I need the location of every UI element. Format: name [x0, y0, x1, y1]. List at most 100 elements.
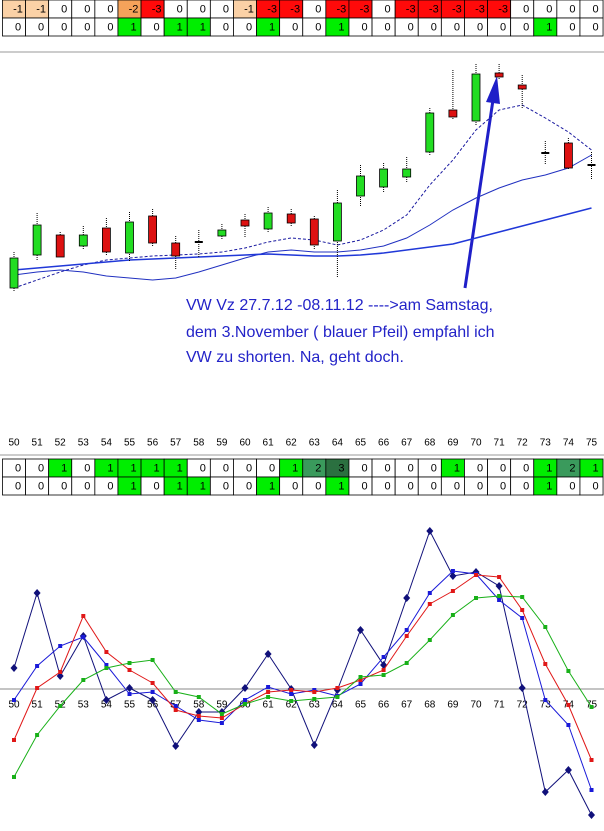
arrow	[463, 99, 495, 289]
cell-value: -3	[475, 3, 485, 15]
point	[196, 718, 201, 722]
cell-value: 1	[269, 21, 275, 33]
point	[358, 678, 363, 682]
candle-body	[171, 242, 181, 257]
point	[449, 572, 457, 580]
point	[127, 661, 132, 665]
x-tick-label: 68	[424, 700, 436, 711]
point	[497, 594, 502, 598]
cell-value: 1	[177, 480, 183, 492]
candle-body	[32, 224, 42, 256]
point	[335, 695, 340, 699]
point	[589, 705, 594, 709]
cell-value: 0	[61, 3, 67, 15]
x-tick-label: 61	[263, 700, 275, 711]
point	[266, 685, 271, 689]
point	[312, 697, 317, 701]
cell-value: 0	[246, 462, 252, 474]
point	[566, 723, 571, 727]
cell-value: 1	[130, 480, 136, 492]
candle-body	[263, 212, 273, 230]
cell-value: 0	[361, 462, 367, 474]
point	[358, 675, 363, 679]
point	[173, 704, 178, 708]
point	[589, 788, 594, 792]
cell-value: 1	[269, 480, 275, 492]
x-tick-label: 59	[216, 700, 228, 711]
cell-value: -3	[452, 3, 462, 15]
cell-value: -1	[13, 3, 23, 15]
point	[35, 664, 40, 668]
candle-body	[494, 72, 504, 78]
point	[81, 678, 86, 682]
x-tick-label: 70	[470, 438, 482, 449]
cell-value: 0	[592, 3, 598, 15]
point	[357, 626, 364, 634]
point	[104, 666, 109, 670]
x-tick-label: 55	[124, 438, 136, 449]
cell-value: 0	[361, 480, 367, 492]
cell-value: 0	[592, 21, 598, 33]
candle-body	[471, 73, 481, 122]
point	[497, 575, 502, 579]
point	[381, 673, 386, 677]
point	[450, 613, 455, 617]
cell-value: 0	[523, 21, 529, 33]
x-tick-label: 66	[378, 700, 390, 711]
cell-value: -3	[406, 3, 416, 15]
x-tick-label: 55	[124, 700, 136, 711]
point	[35, 733, 40, 737]
cell-value: 0	[223, 480, 229, 492]
point	[196, 695, 201, 699]
point	[450, 589, 455, 593]
x-tick-label: 61	[263, 438, 275, 449]
cell-value: 1	[338, 21, 344, 33]
point	[172, 742, 180, 750]
cell-value: -2	[129, 3, 139, 15]
x-tick-label: 54	[101, 438, 113, 449]
cell-value: 0	[408, 480, 414, 492]
x-tick-label: 65	[355, 438, 367, 449]
annotation: VW zu shorten. Na, geht doch.	[186, 349, 404, 366]
x-tick-label: 63	[309, 438, 321, 449]
point	[219, 712, 224, 716]
x-tick-label: 64	[332, 438, 344, 449]
cell-value: 0	[200, 3, 206, 15]
cell-value: 0	[315, 3, 321, 15]
point	[541, 788, 549, 796]
cell-value: -3	[337, 3, 347, 15]
cell-value: 1	[61, 462, 67, 474]
candle-body	[309, 218, 319, 246]
cell-value: -3	[498, 3, 508, 15]
cell-value: -3	[290, 3, 300, 15]
cell-value: -3	[360, 3, 370, 15]
cell-value: 0	[154, 21, 160, 33]
candle-body	[517, 84, 527, 90]
x-tick-label: 58	[193, 700, 205, 711]
cell-value: 0	[523, 3, 529, 15]
cell-value: 0	[15, 462, 21, 474]
x-tick-label: 74	[563, 438, 575, 449]
point	[566, 703, 571, 707]
candle-body	[286, 213, 296, 224]
cell-value: 1	[338, 480, 344, 492]
candle-body	[55, 234, 65, 258]
candle-body	[217, 229, 227, 237]
cell-value: 0	[84, 462, 90, 474]
point	[243, 698, 247, 702]
point	[289, 692, 294, 696]
cell-value: 0	[154, 480, 160, 492]
point	[150, 658, 155, 662]
point	[310, 741, 318, 749]
point	[404, 634, 409, 638]
annotation: dem 3.November ( blauer Pfeil) empfahl i…	[186, 324, 495, 341]
candle-body	[356, 175, 365, 197]
point	[380, 661, 388, 669]
cell-value: 1	[546, 462, 552, 474]
point	[266, 690, 271, 694]
x-tick-label: 70	[470, 700, 482, 711]
cell-value: 0	[15, 480, 21, 492]
cell-value: 0	[177, 3, 183, 15]
cell-value: 0	[546, 3, 552, 15]
